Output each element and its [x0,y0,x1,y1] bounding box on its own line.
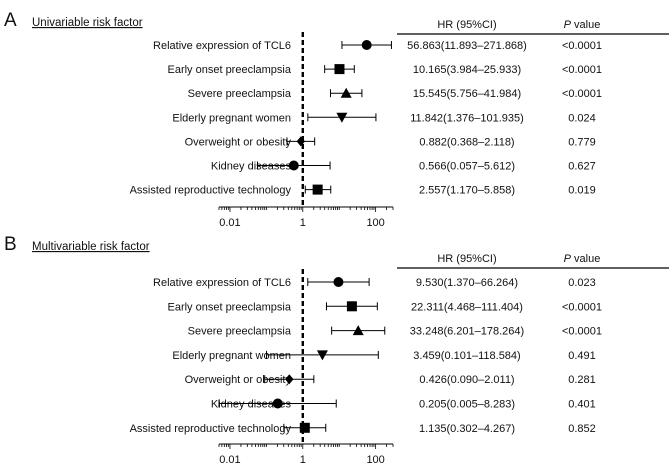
x-tick-label: 100 [366,454,384,466]
forest-panel-b: B Multivariable risk factor HR (95%CI) P va… [4,234,669,466]
hr-ci-cell: 15.545(5.756–41.984) [413,88,521,100]
hr-ci-cell: 11.842(1.376–101.935) [410,112,524,124]
row-label: Severe preeclampsia [188,326,292,338]
hr-point-marker [361,40,372,50]
p-value-cell: 0.281 [568,374,596,386]
row-label: Elderly pregnant women [172,112,291,124]
row-label: Assisted reproductive technology [130,185,292,197]
p-value-header-italic: P [564,253,572,265]
p-value-cell: <0.0001 [562,88,602,100]
forest-row: Overweight or obesity 0.882(0.368–2.118) 0… [185,136,596,148]
p-value-cell: 0.779 [568,136,596,148]
p-value-cell: 0.019 [568,185,596,197]
panel-heading: Multivariable risk factor [32,241,150,253]
p-value-header-text: value [571,19,600,31]
hr-ci-cell: 2.557(1.170–5.858) [419,185,515,197]
row-label: Overweight or obesity [185,374,292,386]
forest-row: Elderly pregnant women 3.459(0.101–118.58… [172,350,595,362]
row-label: Overweight or obesity [185,136,292,148]
panel-letter: A [4,10,17,31]
x-tick-label: 100 [366,217,384,229]
hr-point-marker [334,64,345,75]
hr-ci-cell: 0.882(0.368–2.118) [419,136,514,148]
panel-heading: Univariable risk factor [32,17,143,29]
row-label: Kidney diseases [211,399,292,411]
hr-point-marker [296,136,306,147]
hr-ci-cell: 0.566(0.057–5.612) [419,161,515,173]
forest-row: Early onset preeclampsia 10.165(3.984–25.… [167,64,602,76]
hr-ci-cell: 10.165(3.984–25.933) [413,64,521,76]
forest-row: Overweight or obesity 0.426(0.090–2.011) 0… [185,374,596,386]
x-tick-label: 1 [300,217,306,229]
row-label: Relative expression of TCL6 [153,277,291,289]
hr-ci-cell: 0.205(0.005–8.283) [419,399,515,411]
hr-point-marker [272,398,283,409]
row-label: Early onset preeclampsia [167,64,291,76]
row-label: Early onset preeclampsia [167,301,291,313]
forest-row: Kidney diseases 0.205(0.005–8.283) 0.401 [211,398,596,411]
p-value-column-header: P value [564,19,601,31]
forest-row: Relative expression of TCL6 56.863(11.893… [153,40,602,52]
hr-ci-cell: 3.459(0.101–118.584) [413,350,520,362]
forest-row: Relative expression of TCL6 9.530(1.370–6… [153,277,596,289]
hr-point-marker [285,374,294,385]
hr-ci-cell: 9.530(1.370–66.264) [416,277,518,289]
hr-ci-cell: 22.311(4.468–111.404) [411,301,523,313]
row-label: Relative expression of TCL6 [153,40,291,52]
hr-point-marker [336,112,348,123]
p-value-cell: 0.023 [568,277,596,289]
forest-row: Assisted reproductive technology 2.557(1.… [130,184,596,197]
hr-point-marker [288,160,299,171]
hr-point-marker [316,350,328,361]
p-value-cell: <0.0001 [562,301,602,313]
forest-row: Assisted reproductive technology 1.135(0.… [130,422,596,435]
p-value-column-header: P value [564,253,601,265]
row-label: Severe preeclampsia [188,88,292,100]
row-label: Kidney diseases [211,161,292,173]
forest-row: Severe preeclampsia 15.545(5.756–41.984) <… [188,87,602,100]
hr-column-header: HR (95%CI) [437,19,496,31]
p-value-cell: 0.491 [568,350,596,362]
hr-point-marker [312,184,323,195]
forest-row: Severe preeclampsia 33.248(6.201–178.264)… [188,325,602,338]
p-value-cell: 0.852 [568,423,596,435]
forest-panel-a: A Univariable risk factor HR (95%CI) P valu… [4,10,669,229]
hr-ci-cell: 56.863(11.893–271.868) [407,40,527,52]
p-value-cell: <0.0001 [562,40,602,52]
p-value-cell: 0.627 [568,161,596,173]
p-value-cell: <0.0001 [562,326,602,338]
p-value-cell: 0.024 [568,112,596,124]
p-value-cell: 0.401 [568,399,596,411]
hr-point-marker [346,301,357,312]
p-value-cell: <0.0001 [562,64,602,76]
hr-ci-cell: 33.248(6.201–178.264) [410,326,524,338]
x-tick-label: 0.01 [219,217,240,229]
hr-ci-cell: 0.426(0.090–2.011) [419,374,514,386]
forest-row: Early onset preeclampsia 22.311(4.468–111… [167,301,602,313]
forest-row: Elderly pregnant women 11.842(1.376–101.9… [172,112,595,124]
p-value-header-italic: P [564,19,572,31]
row-label: Elderly pregnant women [172,350,291,362]
row-label: Assisted reproductive technology [130,423,292,435]
panel-letter: B [4,234,17,255]
hr-column-header: HR (95%CI) [437,253,496,265]
x-tick-label: 0.01 [219,454,240,466]
hr-point-marker [352,325,364,336]
hr-point-marker [333,277,344,287]
p-value-header-text: value [571,253,600,265]
x-tick-label: 1 [300,454,306,466]
forest-row: Kidney diseases 0.566(0.057–5.612) 0.627 [211,160,596,173]
hr-ci-cell: 1.135(0.302–4.267) [419,423,515,435]
hr-point-marker [340,87,352,98]
hr-point-marker [299,422,310,433]
